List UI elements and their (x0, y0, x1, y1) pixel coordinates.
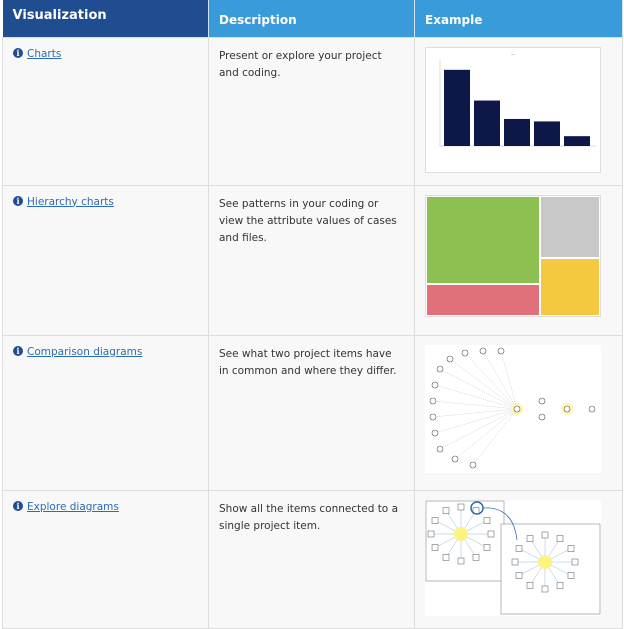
node (429, 413, 437, 420)
node (487, 530, 495, 537)
node (567, 544, 575, 552)
bar (564, 135, 590, 146)
node (526, 534, 534, 542)
node (436, 365, 444, 372)
connector (434, 384, 518, 409)
node (461, 349, 469, 356)
node (427, 530, 435, 537)
node (472, 553, 480, 561)
connector (482, 350, 518, 409)
connector (432, 400, 518, 409)
connector (434, 408, 518, 433)
chart-title-mark: — (511, 52, 515, 57)
table-row: i Charts Present or explore your project … (2, 36, 623, 186)
treemap-grey-block (540, 195, 600, 258)
node (442, 506, 450, 514)
bar (504, 118, 530, 146)
charts-link[interactable]: Charts (27, 47, 62, 60)
node (497, 347, 505, 354)
bar (534, 120, 560, 146)
hierarchy-charts-link[interactable]: Hierarchy charts (27, 195, 114, 208)
node (431, 516, 439, 524)
node (526, 581, 534, 589)
info-icon: i (13, 47, 23, 58)
treemap-yellow-block (540, 257, 600, 316)
bar (474, 100, 500, 146)
node (479, 347, 487, 354)
treemap-red-block (426, 283, 540, 316)
node (436, 445, 444, 452)
node (515, 571, 523, 579)
node (571, 558, 579, 565)
connector (432, 408, 518, 417)
description: See patterns in your coding or view the … (208, 184, 415, 336)
info-icon: i (13, 345, 23, 356)
table-row: i Comparison diagrams See what two projec… (2, 334, 623, 491)
explore-diagram-thumbnail (425, 499, 601, 616)
focus-node (513, 405, 521, 412)
node (538, 397, 546, 404)
header-description: Description (208, 0, 415, 37)
explore-diagram (425, 500, 601, 614)
link-arrow (482, 507, 518, 540)
focus-node (454, 526, 468, 541)
node (511, 558, 519, 565)
node (457, 557, 465, 564)
connector (500, 350, 518, 409)
node (556, 581, 564, 589)
node (588, 405, 596, 412)
connector (439, 408, 518, 449)
focus-node (538, 554, 552, 569)
selected-node (470, 500, 484, 515)
node (442, 553, 450, 561)
table-row: i Hierarchy charts See patterns in your c… (2, 184, 623, 336)
header-row: Visualization Description Example (2, 0, 623, 37)
node (446, 355, 454, 362)
explore-diagrams-link[interactable]: Explore diagrams (27, 500, 119, 513)
node (431, 429, 439, 436)
bar-chart-thumbnail: — (425, 46, 601, 173)
node (429, 397, 437, 404)
node (457, 503, 465, 510)
description: Show all the items connected to a single… (208, 489, 415, 629)
info-icon: i (13, 195, 23, 206)
node (556, 534, 564, 542)
focus-node (563, 405, 571, 412)
table-row: i Explore diagrams Show all the items con… (2, 489, 623, 629)
connector (449, 358, 518, 409)
node (567, 571, 575, 579)
node (538, 413, 546, 420)
node (515, 544, 523, 552)
comparison-diagram-thumbnail (425, 344, 601, 473)
connector (472, 408, 518, 465)
node (541, 531, 549, 538)
description: Present or explore your project and codi… (208, 36, 415, 186)
comparison-diagram (429, 347, 596, 468)
node (431, 543, 439, 551)
node (451, 455, 459, 462)
description: See what two project items have in commo… (208, 334, 415, 491)
connector (454, 408, 518, 459)
node (469, 461, 477, 468)
bar (444, 69, 470, 146)
info-icon: i (13, 500, 23, 511)
treemap-green-block (426, 195, 540, 284)
connector (464, 352, 518, 409)
node (483, 516, 491, 524)
comparison-diagrams-link[interactable]: Comparison diagrams (27, 345, 143, 358)
treemap-thumbnail (425, 194, 601, 317)
bar-chart: — (439, 52, 596, 146)
node (431, 381, 439, 388)
node (483, 543, 491, 551)
connector (439, 368, 518, 409)
node (541, 585, 549, 592)
header-visualization: Visualization (2, 0, 209, 37)
header-example: Example (414, 0, 623, 37)
